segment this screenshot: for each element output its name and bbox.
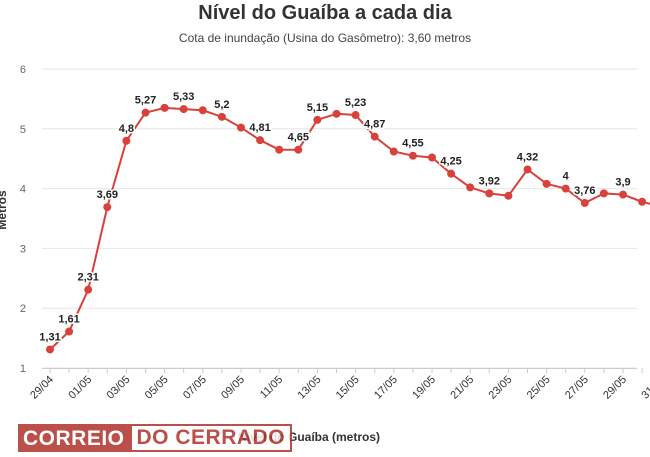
data-label: 4,81: [249, 122, 270, 134]
data-label: 5,23: [345, 97, 366, 109]
data-label: 5,15: [307, 102, 328, 114]
data-point[interactable]: [580, 198, 589, 207]
data-point[interactable]: [141, 108, 150, 117]
data-point[interactable]: [217, 112, 226, 121]
data-label: 4,65: [288, 132, 309, 144]
chart-title: Nível do Guaíba a cada dia: [198, 2, 452, 24]
data-point[interactable]: [504, 191, 513, 200]
x-tick-label: 07/05: [181, 374, 209, 402]
data-label: 3,76: [574, 185, 595, 197]
data-point[interactable]: [542, 179, 551, 188]
data-point[interactable]: [638, 197, 647, 206]
data-point[interactable]: [523, 165, 532, 174]
x-tick-label: 13/05: [296, 374, 324, 402]
y-tick-label: 6: [20, 64, 26, 76]
data-point[interactable]: [389, 147, 398, 156]
data-label: 4,8: [119, 123, 134, 135]
x-tick-label: 11/05: [258, 374, 285, 401]
x-tick-label: 05/05: [143, 374, 171, 402]
y-tick-label: 5: [20, 124, 26, 136]
x-tick-label: 03/05: [105, 374, 133, 402]
data-point[interactable]: [103, 203, 112, 212]
data-point[interactable]: [351, 111, 360, 120]
data-point[interactable]: [294, 145, 303, 154]
data-point[interactable]: [179, 105, 188, 114]
x-tick-label: 19/05: [410, 374, 438, 402]
data-label: 4,25: [440, 156, 461, 168]
data-point[interactable]: [332, 109, 341, 118]
data-label: 5,33: [173, 91, 194, 103]
data-point[interactable]: [599, 189, 608, 198]
data-point[interactable]: [619, 190, 627, 199]
data-point[interactable]: [46, 345, 54, 354]
y-tick-label: 3: [20, 243, 26, 255]
data-label: 5,2: [214, 99, 229, 111]
x-tick-label: 25/05: [525, 374, 553, 402]
watermark-part1: CORREIO: [18, 424, 130, 452]
data-point[interactable]: [485, 189, 494, 198]
x-tick-label: 09/05: [219, 374, 247, 402]
y-axis-label: Metros: [0, 190, 9, 230]
x-tick-label: 23/05: [487, 374, 515, 402]
data-point[interactable]: [408, 151, 417, 160]
y-tick-label: 2: [20, 303, 26, 315]
x-tick-label: 15/05: [334, 374, 362, 402]
data-label: 4,87: [364, 119, 385, 131]
data-point[interactable]: [84, 285, 93, 294]
data-label: 3,69: [97, 189, 118, 201]
x-tick-label: 29/04: [28, 374, 56, 402]
watermark-part2: DO CERRADO: [129, 424, 293, 452]
data-point[interactable]: [237, 123, 245, 132]
data-point[interactable]: [466, 183, 475, 192]
data-point[interactable]: [160, 103, 169, 112]
data-label: 4: [563, 171, 570, 183]
data-point[interactable]: [447, 169, 456, 178]
series-line: [49, 106, 650, 351]
data-label: 4,32: [517, 151, 538, 163]
x-tick-label: 31/05: [639, 374, 650, 402]
x-tick-label: 21/05: [448, 374, 476, 402]
data-point[interactable]: [428, 153, 436, 162]
data-label: 3,92: [479, 175, 500, 187]
x-tick-label: 01/05: [66, 374, 94, 402]
data-label: 2,31: [77, 272, 98, 284]
data-point[interactable]: [65, 327, 74, 336]
data-label: 4,55: [402, 138, 423, 150]
chart-subtitle: Cota de inundação (Usina do Gasômetro): …: [178, 31, 472, 45]
data-point[interactable]: [256, 136, 265, 145]
data-point[interactable]: [198, 106, 207, 115]
y-tick-label: 4: [20, 184, 26, 196]
watermark-logo: CORREIO DO CERRADO: [18, 424, 293, 452]
y-tick-label: 1: [20, 363, 26, 375]
data-point[interactable]: [122, 136, 131, 145]
data-point[interactable]: [561, 184, 570, 193]
x-tick-label: 27/05: [563, 374, 591, 402]
x-tick-label: 29/05: [601, 374, 629, 402]
data-point[interactable]: [370, 132, 379, 141]
data-label: 1,31: [39, 331, 60, 343]
x-tick-label: 17/05: [372, 374, 400, 402]
data-point[interactable]: [275, 145, 284, 154]
data-label: 5,27: [135, 95, 156, 107]
data-label: 3,9: [615, 177, 630, 189]
data-label: 1,61: [58, 314, 79, 326]
data-point[interactable]: [313, 115, 322, 124]
